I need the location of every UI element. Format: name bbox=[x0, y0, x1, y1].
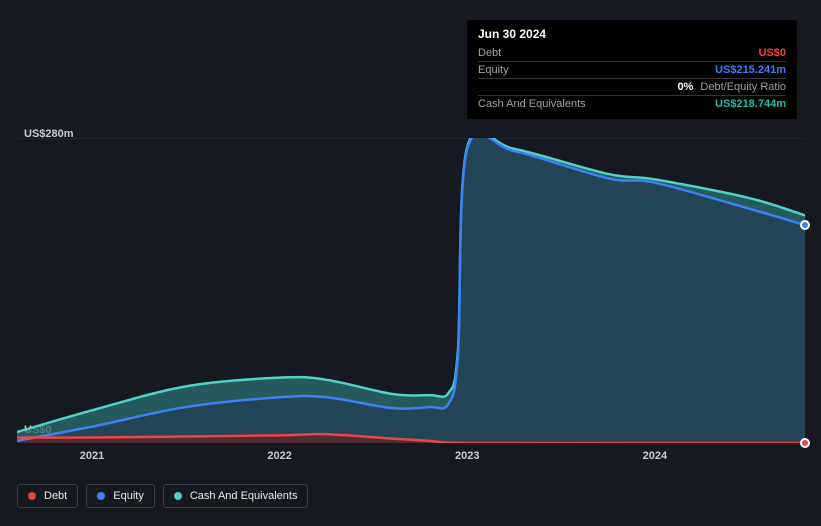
tooltip-row-value: US$218.744m bbox=[715, 98, 786, 110]
legend-swatch-icon bbox=[174, 492, 182, 500]
tooltip-row-label: Equity bbox=[478, 64, 509, 76]
legend-swatch-icon bbox=[28, 492, 36, 500]
x-axis-tick: 2022 bbox=[267, 450, 291, 462]
chart-legend: Debt Equity Cash And Equivalents bbox=[17, 484, 308, 508]
tooltip-row-suffix: Debt/Equity Ratio bbox=[697, 81, 786, 93]
tooltip-date: Jun 30 2024 bbox=[478, 27, 786, 41]
legend-swatch-icon bbox=[97, 492, 105, 500]
tooltip-row-value: US$0 bbox=[758, 47, 786, 59]
chart-plot-area[interactable] bbox=[17, 138, 805, 443]
tooltip-row-value: 0% Debt/Equity Ratio bbox=[677, 81, 786, 93]
legend-item-label: Debt bbox=[44, 490, 67, 502]
tooltip-row: Equity US$215.241m bbox=[478, 61, 786, 78]
x-axis-tick: 2023 bbox=[455, 450, 479, 462]
x-axis-tick: 2021 bbox=[80, 450, 104, 462]
x-axis-tick: 2024 bbox=[643, 450, 667, 462]
tooltip-row-label: Debt bbox=[478, 47, 501, 59]
legend-item[interactable]: Equity bbox=[86, 484, 155, 508]
chart-hover-marker bbox=[800, 220, 810, 230]
legend-item-label: Cash And Equivalents bbox=[190, 490, 298, 502]
legend-item-label: Equity bbox=[113, 490, 144, 502]
tooltip-row-label: Cash And Equivalents bbox=[478, 98, 586, 110]
chart-debt-end-marker bbox=[800, 438, 810, 448]
chart-tooltip: Jun 30 2024 Debt US$0 Equity US$215.241m 0% … bbox=[467, 20, 797, 119]
tooltip-row: Cash And Equivalents US$218.744m bbox=[478, 95, 786, 112]
legend-item[interactable]: Cash And Equivalents bbox=[163, 484, 309, 508]
tooltip-row: Debt US$0 bbox=[478, 45, 786, 61]
legend-item[interactable]: Debt bbox=[17, 484, 78, 508]
tooltip-row: 0% Debt/Equity Ratio bbox=[478, 78, 786, 95]
tooltip-row-value: US$215.241m bbox=[715, 64, 786, 76]
debt-equity-chart: US$280m US$0 2021202220232024 Jun 30 202… bbox=[0, 0, 821, 526]
